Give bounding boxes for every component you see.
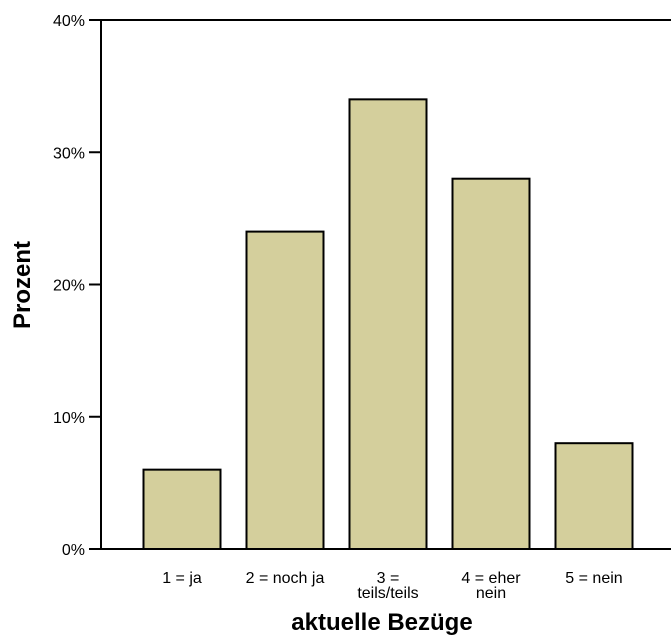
- bar: [348, 98, 428, 550]
- x-tick-label: 3 = teils/teils: [357, 570, 418, 602]
- y-axis-title: Prozent: [9, 241, 36, 329]
- bars-layer: [142, 98, 634, 551]
- x-axis-title: aktuelle Bezüge: [291, 609, 472, 636]
- bar: [451, 177, 531, 550]
- x-tick-label: 4 = eher nein: [461, 570, 521, 602]
- x-tick-label: 1 = ja: [162, 570, 202, 587]
- y-tick-label: 40%: [53, 13, 85, 30]
- y-tick-label: 10%: [53, 410, 85, 427]
- y-tick-label: 30%: [53, 145, 85, 162]
- bar: [245, 230, 325, 550]
- y-tick-label: 20%: [53, 278, 85, 295]
- bar: [554, 442, 634, 551]
- x-tick-label: 2 = noch ja: [246, 570, 325, 587]
- y-tick-label: 0%: [62, 542, 85, 559]
- x-tick-label: 5 = nein: [565, 570, 622, 587]
- bar: [142, 468, 222, 550]
- x-ticks-layer: 1 = ja 2 = noch ja 3 = teils/teils 4 = eher n…: [162, 570, 622, 602]
- y-ticks-layer: 0% 10% 20% 30% 40%: [53, 13, 101, 559]
